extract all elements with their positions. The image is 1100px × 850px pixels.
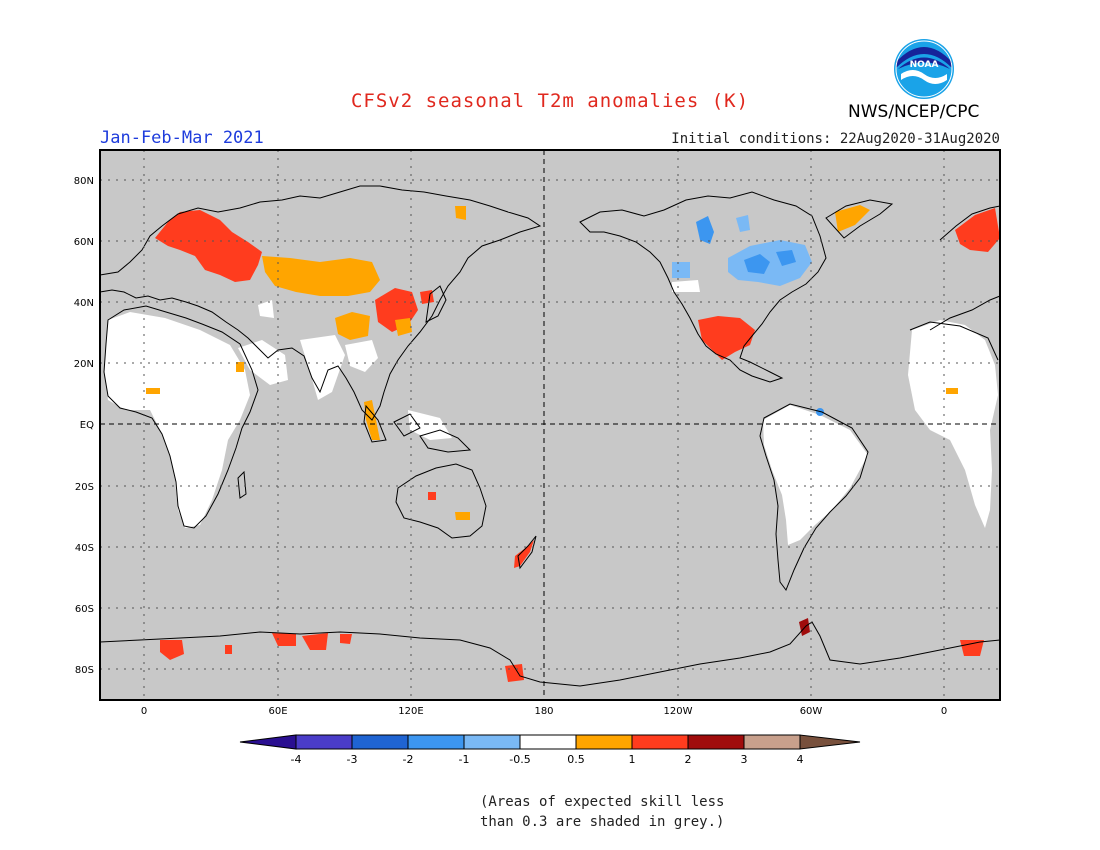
colorbar-label: 2 bbox=[685, 753, 692, 766]
colorbar-arrow-high bbox=[799, 734, 861, 750]
lon-label: 60E bbox=[268, 706, 287, 717]
colorbar-label: -1 bbox=[459, 753, 470, 766]
noaa-logo: NOAA bbox=[894, 39, 954, 99]
latitude-labels: 80N 60N 40N 20N EQ 20S 40S 60S 80S bbox=[74, 176, 94, 676]
forecast-period: Jan-Feb-Mar 2021 bbox=[100, 128, 264, 148]
lat-label: 60N bbox=[74, 237, 94, 248]
lon-label: 0 bbox=[941, 706, 947, 717]
colorbar bbox=[239, 734, 861, 750]
lat-label: 40N bbox=[74, 298, 94, 309]
lon-label: 120E bbox=[398, 706, 423, 717]
colorbar-label: 4 bbox=[797, 753, 804, 766]
lon-label: 0 bbox=[141, 706, 147, 717]
longitude-labels: 0 60E 120E 180 120W 60W 0 bbox=[141, 706, 947, 717]
colorbar-segment bbox=[407, 734, 465, 750]
colorbar-label: -3 bbox=[347, 753, 358, 766]
colorbar-segment bbox=[295, 734, 353, 750]
colorbar-label: -4 bbox=[291, 753, 302, 766]
colorbar-segment bbox=[631, 734, 689, 750]
colorbar-segment bbox=[743, 734, 801, 750]
colorbar-segment bbox=[519, 734, 577, 750]
agency-label: NWS/NCEP/CPC bbox=[848, 102, 980, 122]
colorbar-segment bbox=[687, 734, 745, 750]
colorbar-label: 3 bbox=[741, 753, 748, 766]
lat-label: 60S bbox=[75, 604, 94, 615]
reference-lines bbox=[100, 150, 1000, 700]
colorbar-label: 0.5 bbox=[567, 753, 585, 766]
colorbar-segment bbox=[575, 734, 633, 750]
logo-text: NOAA bbox=[910, 60, 939, 70]
chart-title: CFSv2 seasonal T2m anomalies (K) bbox=[350, 90, 750, 112]
colorbar-segment bbox=[463, 734, 521, 750]
lat-label: 80S bbox=[75, 665, 94, 676]
lon-label: 60W bbox=[800, 706, 823, 717]
lon-label: 120W bbox=[664, 706, 693, 717]
footnote-line: (Areas of expected skill less bbox=[480, 794, 725, 810]
cold-anomaly-blue bbox=[696, 216, 824, 416]
lat-label: EQ bbox=[80, 420, 94, 431]
colorbar-label: -0.5 bbox=[509, 753, 530, 766]
initial-conditions: Initial conditions: 22Aug2020-31Aug2020 bbox=[671, 131, 1000, 147]
colorbar-label: -2 bbox=[403, 753, 414, 766]
warm-anomaly-red bbox=[155, 208, 1000, 682]
colorbar-segment bbox=[351, 734, 409, 750]
lat-label: 20N bbox=[74, 359, 94, 370]
grid-lines bbox=[100, 150, 1000, 700]
skill-footnote: (Areas of expected skill less than 0.3 a… bbox=[480, 792, 724, 832]
lat-label: 40S bbox=[75, 543, 94, 554]
lon-label: 180 bbox=[534, 706, 553, 717]
map-frame bbox=[99, 149, 1001, 701]
colorbar-label: 1 bbox=[629, 753, 636, 766]
land-neutral-areas bbox=[104, 280, 998, 545]
coastlines bbox=[99, 185, 1001, 687]
lat-label: 20S bbox=[75, 482, 94, 493]
colorbar-labels: -4 -3 -2 -1 -0.5 0.5 1 2 3 4 bbox=[291, 753, 804, 766]
colorbar-arrow-low bbox=[239, 734, 297, 750]
lat-label: 80N bbox=[74, 176, 94, 187]
anomaly-map: 80N 60N 40N 20N EQ 20S 40S 60S 80S 0 60E… bbox=[74, 149, 1001, 766]
footnote-line: than 0.3 are shaded in grey.) bbox=[480, 814, 725, 830]
